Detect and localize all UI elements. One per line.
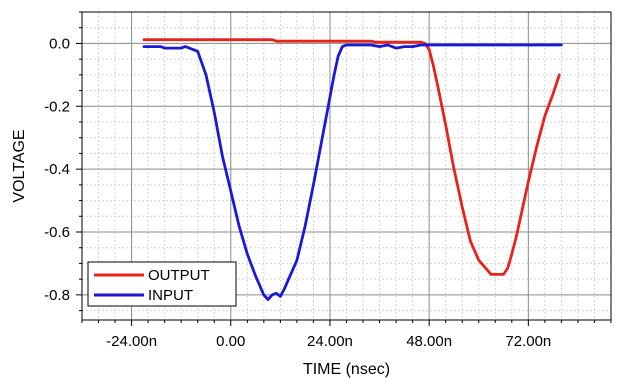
legend: OUTPUT INPUT (87, 261, 237, 307)
series-lines (142, 38, 563, 302)
x-tick-label: 24.00n (307, 333, 353, 350)
legend-label: INPUT (148, 287, 193, 304)
axis-ticks (76, 11, 612, 326)
series-line-input (142, 43, 563, 302)
y-tick-labels: 0.0 -0.2 -0.4 -0.6 -0.8 (44, 35, 70, 303)
y-tick-label: -0.2 (44, 98, 70, 115)
x-tick-label: -24.00n (106, 333, 157, 350)
y-tick-label: -0.4 (44, 161, 70, 178)
x-tick-label: 0.00 (216, 333, 245, 350)
y-axis-title: VOLTAGE (11, 129, 28, 202)
y-tick-label: -0.8 (44, 287, 70, 304)
legend-box (87, 261, 237, 307)
x-tick-labels: -24.00n 0.00 24.00n 48.00n 72.00n (106, 333, 551, 350)
x-tick-label: 72.00n (505, 333, 551, 350)
series-line-output (142, 38, 561, 276)
y-tick-label: 0.0 (49, 35, 70, 52)
legend-label: OUTPUT (148, 267, 210, 284)
x-axis-title: TIME (nsec) (303, 361, 390, 378)
y-tick-label: -0.6 (44, 224, 70, 241)
x-tick-label: 48.00n (406, 333, 452, 350)
